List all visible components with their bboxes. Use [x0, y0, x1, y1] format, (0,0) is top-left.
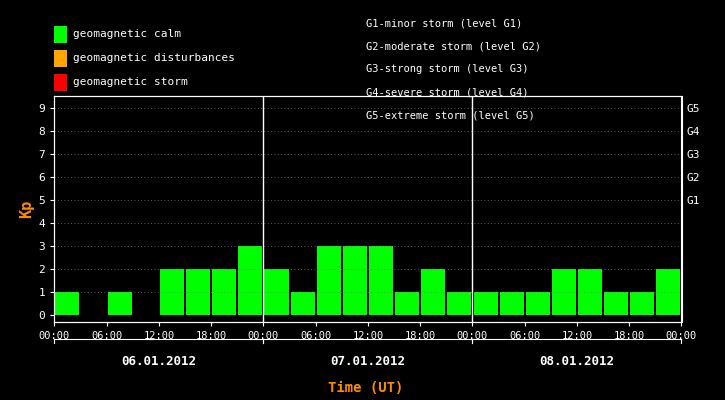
- Text: Time (UT): Time (UT): [328, 381, 404, 395]
- Text: G4-severe storm (level G4): G4-severe storm (level G4): [366, 88, 529, 98]
- Text: G5-extreme storm (level G5): G5-extreme storm (level G5): [366, 111, 535, 121]
- Bar: [578, 269, 602, 315]
- Text: 08.01.2012: 08.01.2012: [539, 356, 615, 368]
- Bar: [343, 246, 367, 315]
- Bar: [656, 269, 681, 315]
- Bar: [239, 246, 262, 315]
- Text: G2-moderate storm (level G2): G2-moderate storm (level G2): [366, 41, 541, 51]
- Bar: [291, 292, 315, 315]
- Bar: [265, 269, 289, 315]
- Bar: [447, 292, 471, 315]
- Text: geomagnetic calm: geomagnetic calm: [73, 29, 181, 39]
- Bar: [55, 292, 80, 315]
- Bar: [421, 269, 445, 315]
- Bar: [473, 292, 497, 315]
- Text: G3-strong storm (level G3): G3-strong storm (level G3): [366, 64, 529, 74]
- Bar: [369, 246, 393, 315]
- Bar: [500, 292, 523, 315]
- Bar: [186, 269, 210, 315]
- Text: 07.01.2012: 07.01.2012: [331, 356, 405, 368]
- Bar: [395, 292, 419, 315]
- Bar: [212, 269, 236, 315]
- Bar: [160, 269, 184, 315]
- Bar: [552, 269, 576, 315]
- Text: geomagnetic disturbances: geomagnetic disturbances: [73, 54, 235, 64]
- Bar: [526, 292, 550, 315]
- Text: geomagnetic storm: geomagnetic storm: [73, 78, 188, 88]
- Bar: [604, 292, 628, 315]
- Text: 06.01.2012: 06.01.2012: [121, 356, 196, 368]
- Bar: [630, 292, 655, 315]
- Text: G1-minor storm (level G1): G1-minor storm (level G1): [366, 18, 523, 28]
- Bar: [108, 292, 132, 315]
- Y-axis label: Kp: Kp: [20, 200, 34, 218]
- Bar: [317, 246, 341, 315]
